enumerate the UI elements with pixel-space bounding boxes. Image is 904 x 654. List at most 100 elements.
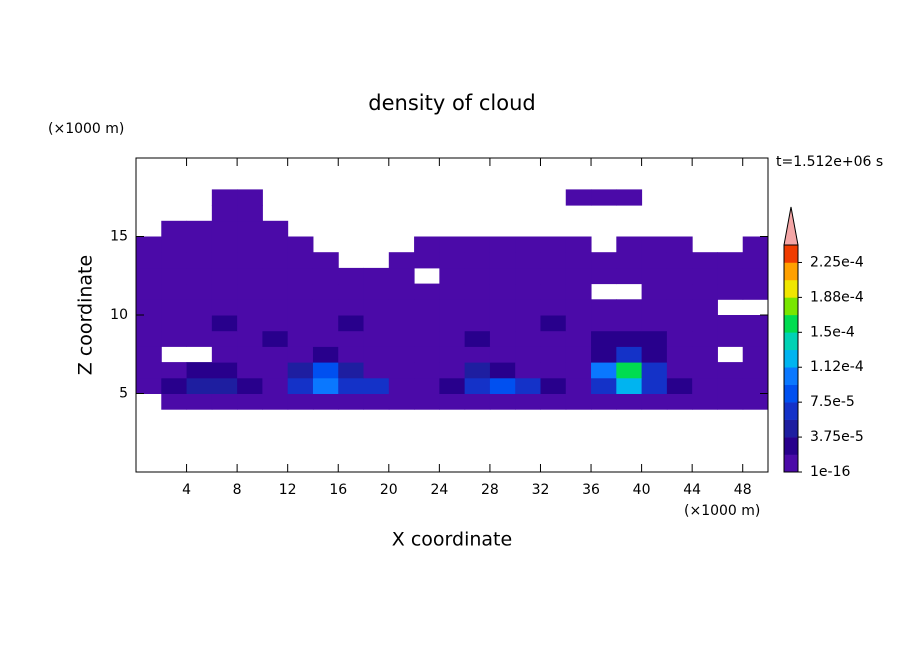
contour-cell bbox=[515, 330, 541, 347]
contour-cell bbox=[363, 377, 390, 394]
contour-cell bbox=[616, 315, 643, 332]
contour-cell bbox=[287, 315, 314, 332]
x-tick-label: 20 bbox=[380, 482, 398, 498]
contour-cell bbox=[312, 252, 339, 269]
contour-cell bbox=[312, 283, 339, 300]
contour-cell bbox=[667, 205, 693, 221]
colorbar-frame bbox=[783, 244, 799, 473]
contour-cell bbox=[742, 267, 769, 285]
contour-cell bbox=[717, 346, 743, 362]
contour-cell bbox=[414, 315, 440, 332]
contour-cell bbox=[211, 377, 238, 394]
colorbar-tick-label: 3.75e-5 bbox=[810, 429, 864, 445]
contour-cell bbox=[388, 315, 415, 332]
contour-cell bbox=[616, 221, 642, 237]
contour-cell bbox=[565, 346, 592, 363]
contour-cell bbox=[667, 189, 693, 205]
contour-cell bbox=[161, 220, 188, 237]
contour-cell bbox=[161, 315, 188, 332]
colorbar-band bbox=[784, 245, 798, 263]
contour-cell bbox=[490, 174, 516, 190]
x-axis-label: X coordinate bbox=[392, 529, 512, 551]
contour-cell bbox=[642, 189, 668, 205]
contour-cell bbox=[414, 205, 440, 221]
contour-cell bbox=[338, 267, 365, 285]
contour-cell bbox=[439, 221, 465, 237]
contour-cell bbox=[742, 315, 769, 332]
contour-cell bbox=[136, 236, 162, 253]
contour-cell bbox=[187, 189, 213, 205]
contour-cell bbox=[186, 330, 213, 347]
contour-cell bbox=[287, 299, 314, 316]
contour-cell bbox=[313, 205, 339, 221]
contour-cell bbox=[161, 205, 187, 221]
contour-cell bbox=[515, 346, 541, 363]
contour-cell bbox=[439, 252, 466, 269]
contour-cell bbox=[540, 283, 567, 300]
contour-cell bbox=[338, 174, 364, 190]
contour-cell bbox=[591, 299, 617, 316]
colorbar-band bbox=[784, 419, 798, 438]
contour-cell bbox=[186, 393, 213, 410]
contour-cell bbox=[136, 189, 162, 205]
contour-cell bbox=[389, 205, 415, 221]
contour-cell bbox=[540, 221, 566, 237]
contour-cell bbox=[692, 299, 718, 316]
contour-cell bbox=[161, 283, 188, 300]
contour-cell bbox=[540, 267, 567, 285]
contour-cell bbox=[288, 174, 314, 190]
contour-cell bbox=[312, 267, 339, 285]
contour-cell bbox=[262, 283, 289, 300]
contour-cell bbox=[616, 377, 643, 394]
contour-cell bbox=[388, 267, 415, 285]
contour-cell bbox=[717, 252, 744, 269]
contour-cell bbox=[616, 346, 643, 363]
contour-cell bbox=[540, 377, 567, 394]
contour-cell bbox=[211, 267, 238, 285]
contour-cell bbox=[161, 330, 188, 347]
contour-cell bbox=[591, 252, 617, 269]
contour-cell bbox=[287, 346, 314, 363]
contour-cell bbox=[515, 315, 541, 332]
contour-cell bbox=[211, 189, 238, 206]
contour-cell bbox=[515, 236, 541, 253]
y-tick-label: 15 bbox=[110, 229, 128, 245]
contour-cell bbox=[666, 267, 693, 285]
x-tick-label: 48 bbox=[734, 482, 752, 498]
contour-cell bbox=[616, 205, 642, 221]
contour-cell bbox=[717, 299, 743, 315]
contour-cell bbox=[439, 283, 466, 300]
y-unit: (×1000 m) bbox=[48, 121, 124, 137]
contour-cell bbox=[641, 330, 668, 347]
contour-cell bbox=[667, 221, 693, 237]
contour-cell bbox=[363, 283, 390, 300]
contour-cell bbox=[338, 252, 364, 268]
contour-cell bbox=[742, 377, 769, 394]
contour-cell bbox=[565, 299, 592, 316]
contour-cell bbox=[414, 189, 440, 205]
contour-cell bbox=[186, 283, 213, 300]
contour-cell bbox=[161, 377, 188, 394]
contour-cell bbox=[692, 346, 718, 363]
contour-cell bbox=[287, 362, 314, 379]
contour-cell bbox=[717, 267, 744, 285]
colorbar-band bbox=[784, 437, 798, 455]
contour-cell bbox=[641, 315, 668, 332]
contour-cell bbox=[743, 189, 769, 205]
contour-cell bbox=[540, 393, 567, 410]
contour-cell bbox=[591, 377, 617, 394]
contour-cell bbox=[136, 362, 162, 379]
contour-cell bbox=[211, 299, 238, 316]
x-tick-label: 36 bbox=[582, 482, 600, 498]
contour-cell bbox=[312, 330, 339, 347]
contour-cell bbox=[540, 299, 567, 316]
contour-cell bbox=[388, 377, 415, 394]
contour-cell bbox=[186, 299, 213, 316]
contour-cell bbox=[641, 393, 668, 410]
y-tick-label: 5 bbox=[119, 386, 128, 402]
contour-cell bbox=[717, 205, 743, 221]
x-tick-label: 4 bbox=[182, 482, 191, 498]
contour-cell bbox=[363, 362, 390, 379]
contour-cell bbox=[312, 346, 339, 363]
